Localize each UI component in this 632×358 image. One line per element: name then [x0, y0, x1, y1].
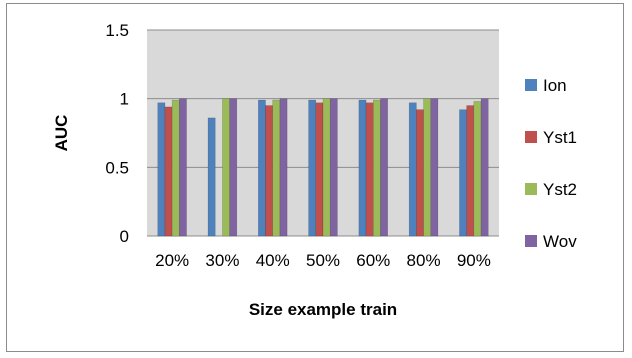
bar-yst1-80pct: [416, 109, 424, 237]
bar-yst2-90pct: [473, 101, 482, 237]
y-tick-label: 0: [120, 227, 129, 246]
y-axis-ticks: 0 0.5 1 1.5: [105, 21, 129, 246]
bar-yst1-50pct: [315, 102, 324, 237]
y-tick-label: 0.5: [105, 158, 129, 177]
legend-label-yst2: Yst2: [543, 180, 577, 199]
x-tick-label: 60%: [356, 251, 390, 270]
bar-yst1-60pct: [365, 102, 374, 237]
legend: Ion Yst1 Yst2 Wov: [525, 76, 577, 251]
x-tick-label: 80%: [407, 251, 441, 270]
bar-ion-40pct: [258, 99, 266, 237]
legend-swatch-wov: [525, 235, 537, 247]
bar-wov-80pct: [430, 98, 439, 237]
bar-yst1-40pct: [265, 105, 273, 237]
bar-wov-60pct: [380, 98, 388, 237]
bar-ion-80pct: [408, 102, 417, 237]
legend-swatch-yst2: [525, 183, 537, 195]
y-tick-label: 1: [120, 90, 129, 109]
x-tick-label: 50%: [306, 251, 340, 270]
legend-label-ion: Ion: [543, 76, 567, 95]
chart-frame: 0 0.5 1 1.5 20% 30% 40% 50% 60% 80% 90% AUC Size …: [6, 3, 624, 352]
bar-yst2-40pct: [272, 99, 281, 237]
legend-label-yst1: Yst1: [543, 128, 577, 147]
bar-ion-20pct: [157, 102, 166, 237]
chart: 0 0.5 1 1.5 20% 30% 40% 50% 60% 80% 90% AUC Size …: [52, 21, 577, 319]
y-tick-label: 1.5: [105, 21, 129, 40]
x-tick-label: 40%: [256, 251, 290, 270]
x-axis-ticks: 20% 30% 40% 50% 60% 80% 90%: [155, 251, 491, 270]
bar-wov-30pct: [229, 98, 238, 237]
bar-ion-30pct: [207, 117, 216, 237]
legend-label-wov: Wov: [543, 232, 577, 251]
bar-wov-20pct: [179, 98, 187, 237]
bar-yst2-20pct: [171, 99, 180, 237]
x-tick-label: 20%: [155, 251, 189, 270]
bar-ion-60pct: [358, 99, 367, 237]
x-axis-title: Size example train: [249, 300, 397, 319]
bar-wov-90pct: [480, 98, 489, 237]
bar-wov-50pct: [329, 98, 338, 237]
bar-yst2-80pct: [423, 98, 432, 237]
bars: [157, 98, 489, 237]
bar-ion-90pct: [459, 109, 467, 237]
bar-yst1-20pct: [164, 106, 173, 237]
bar-yst1-90pct: [466, 105, 475, 237]
x-tick-label: 30%: [205, 251, 239, 270]
x-tick-label: 90%: [457, 251, 491, 270]
legend-swatch-yst1: [525, 131, 537, 143]
bar-yst2-30pct: [222, 98, 230, 237]
bar-wov-40pct: [279, 98, 288, 237]
y-axis-title: AUC: [52, 115, 71, 152]
legend-swatch-ion: [525, 79, 537, 91]
bar-yst2-60pct: [373, 99, 381, 237]
bar-yst2-50pct: [322, 98, 331, 237]
bar-ion-50pct: [308, 99, 317, 237]
